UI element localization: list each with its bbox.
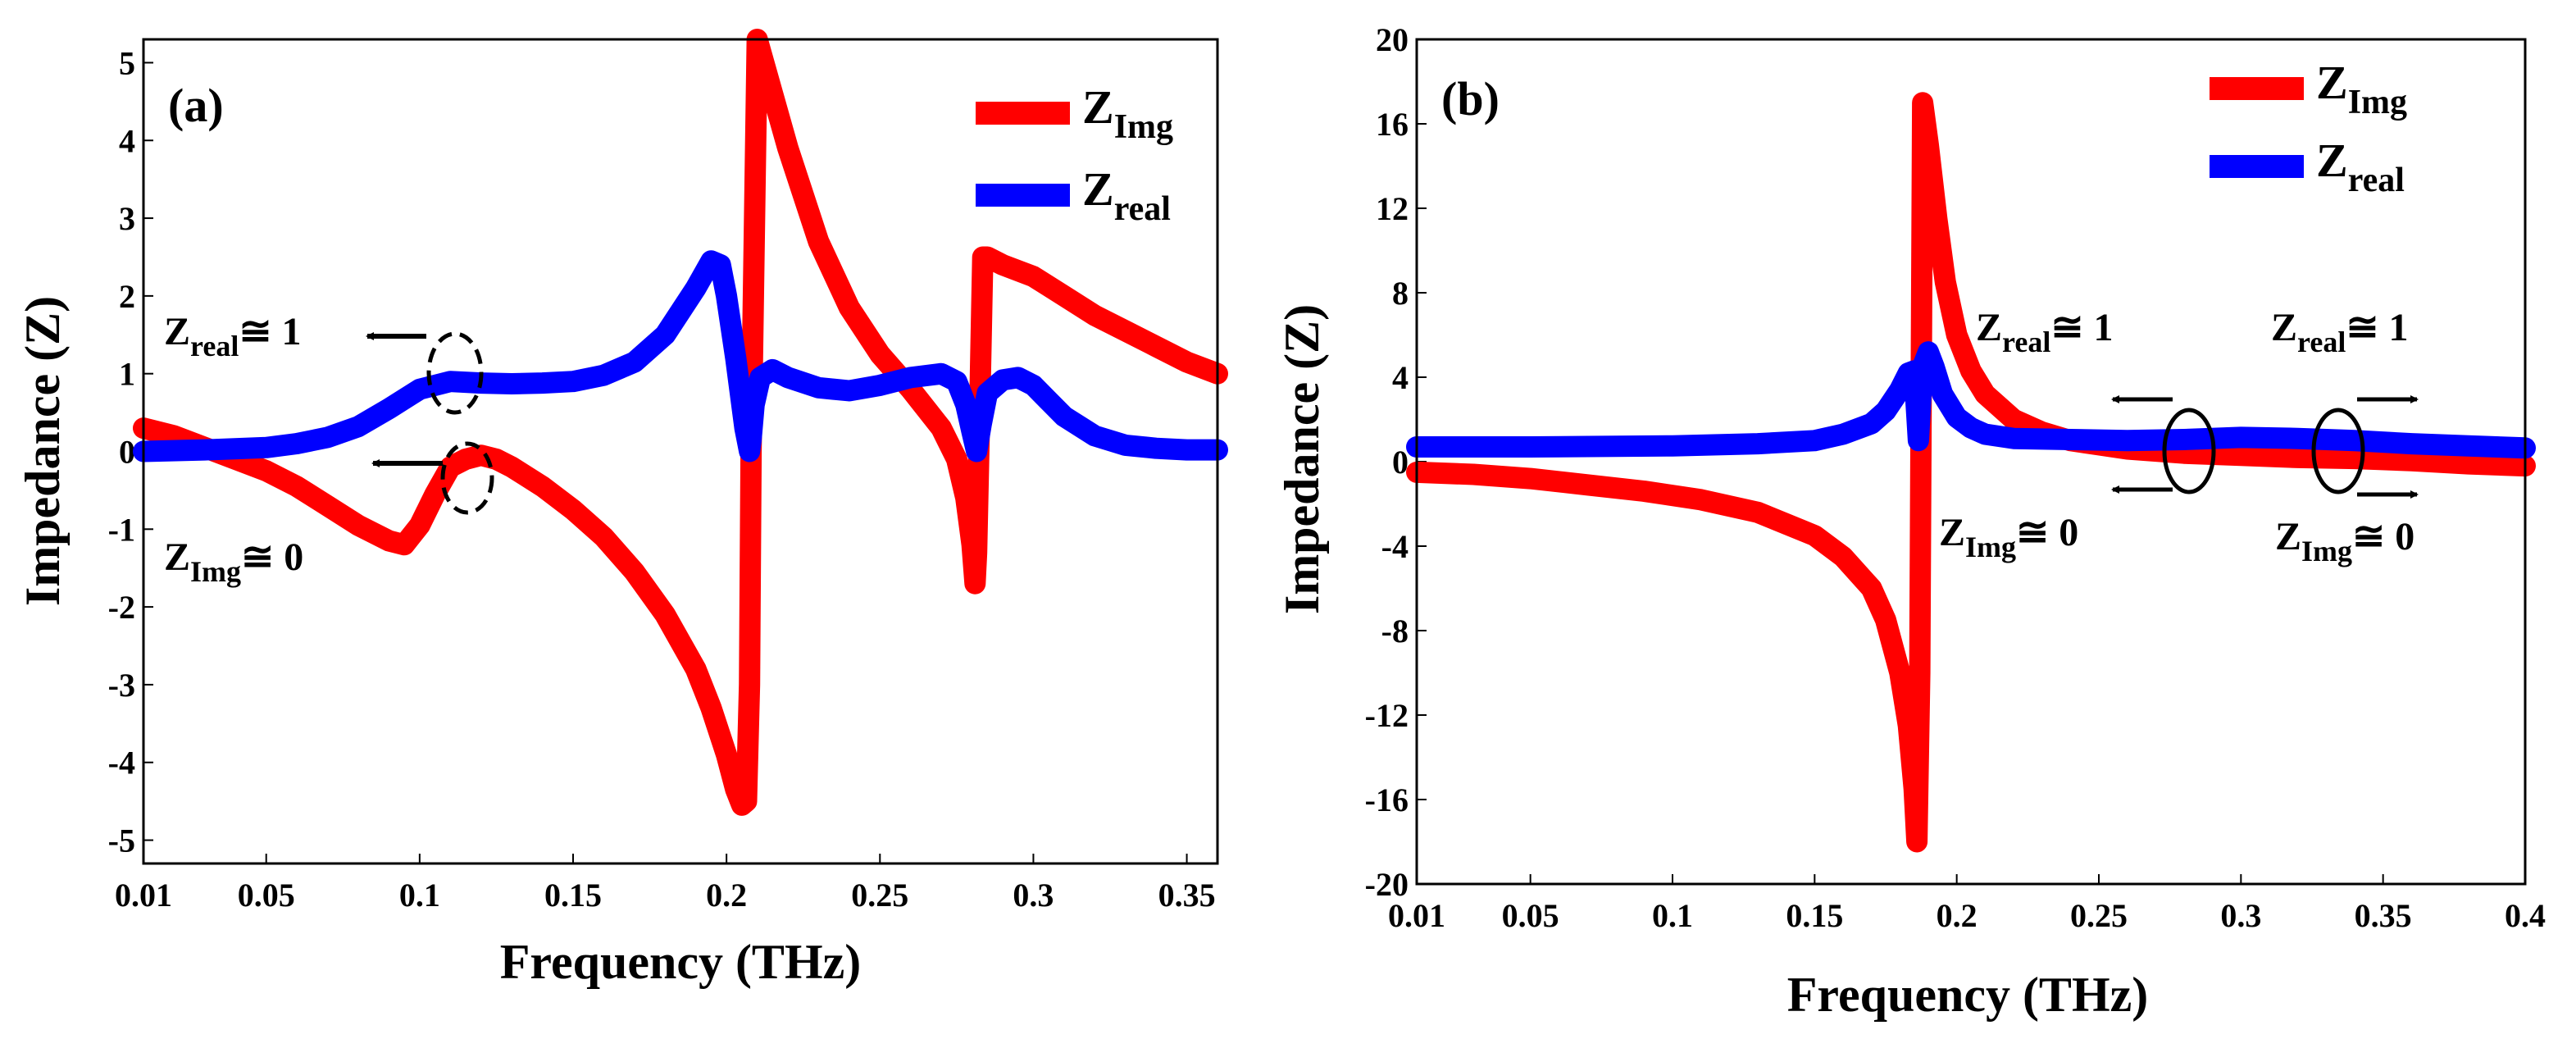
chart-a: 0.01 0.05 0.1 0.15 0.2 0.25 0.3 0.35 5 4 3 2 1 0 -1 -2 -… [16,29,1228,989]
x-tick-label: 0.01 [115,877,172,914]
chart-b-ylabel: Impedance (Z) [1275,304,1329,614]
y-tick-label: -12 [1365,697,1409,734]
chart-b-legend: ZImg Zreal [2210,56,2407,199]
legend-a-zreal-label: Zreal [1082,162,1171,228]
x-tick-label: 0.3 [1013,877,1054,914]
annotation-a-zreal-ellipse [426,331,484,415]
y-tick-label: -3 [108,667,135,704]
chart-b-annotations: Zreal≅ 1 ZImg≅ 0 Zreal≅ 1 ZImg≅ 0 [1939,306,2419,567]
chart-a-ylabel: Impedance (Z) [16,296,70,606]
annotation-a-zimg-ellipse [440,441,494,515]
series-b-z-real-line [1406,341,2536,459]
chart-b-panel-label: (b) [1441,72,1500,125]
y-tick-label: 3 [119,200,135,237]
x-tick-label: 0.4 [2505,897,2546,934]
y-tick-label: -16 [1365,781,1409,818]
chart-a-series [133,29,1228,816]
y-tick-label: 12 [1376,190,1409,227]
annotation-a-zreal: Zreal≅ 1 [164,310,302,362]
y-tick-label: -1 [108,511,135,548]
y-tick-label: -20 [1365,866,1409,903]
y-tick-label: 0 [1392,444,1409,481]
series-b-z-img-line [1406,92,2536,853]
x-tick-label: 0.15 [544,877,602,914]
x-tick-label: 0.1 [1652,897,1693,934]
series-a-z-real-line [133,250,1228,462]
legend-b-zimg-label: ZImg [2316,56,2407,121]
chart-a-ticks: 0.01 0.05 0.1 0.15 0.2 0.25 0.3 0.35 5 4 3 2 1 0 -1 -2 -… [108,44,1216,914]
x-tick-label: 0.35 [2355,897,2412,934]
chart-a-panel-label: (a) [168,79,224,132]
y-tick-label: -2 [108,589,135,626]
y-tick-label: -4 [1381,528,1409,565]
chart-a-annotations: Zreal≅ 1 ZImg≅ 0 [164,310,494,588]
annotation-b-zimg-2: ZImg≅ 0 [2275,515,2414,567]
y-tick-label: 1 [119,356,135,393]
x-tick-label: 0.05 [238,877,295,914]
chart-b-series [1406,92,2536,853]
chart-b-xlabel: Frequency (THz) [1787,968,2148,1022]
x-tick-label: 0.15 [1786,897,1843,934]
y-tick-label: 4 [119,122,135,159]
annotation-b-ellipse-1 [2162,408,2216,494]
annotation-b-zreal-2: Zreal≅ 1 [2271,306,2409,358]
chart-a-frame [142,38,1219,865]
chart-a-legend: ZImg Zreal [976,80,1173,228]
y-tick-label: 8 [1392,275,1409,312]
chart-b-frame [1415,38,2527,886]
x-tick-label: 0.01 [1388,897,1445,934]
y-tick-label: 4 [1392,359,1409,396]
y-tick-label: 16 [1376,106,1409,143]
series-a-z-img-line [133,29,1228,816]
chart-b-ticks: 0.01 0.05 0.1 0.15 0.2 0.25 0.3 0.35 0.4 20 16 12 8 4… [1365,21,2546,934]
x-tick-label: 0.3 [2220,897,2261,934]
legend-b-zreal-label: Zreal [2316,134,2405,199]
y-tick-label: 0 [119,434,135,471]
y-tick-label: -4 [108,745,135,781]
y-tick-label: -5 [108,822,135,859]
x-tick-label: 0.1 [399,877,440,914]
annotation-a-zimg: ZImg≅ 0 [164,535,303,588]
x-tick-label: 0.05 [1502,897,1559,934]
y-tick-label: 5 [119,44,135,81]
y-tick-label: 2 [119,278,135,315]
x-tick-label: 0.25 [2070,897,2128,934]
chart-a-xlabel: Frequency (THz) [500,935,861,989]
annotation-b-zimg-1: ZImg≅ 0 [1939,511,2078,563]
annotation-b-ellipse-2 [2311,408,2365,494]
x-tick-label: 0.2 [706,877,747,914]
chart-b: 0.01 0.05 0.1 0.15 0.2 0.25 0.3 0.35 0.4 20 16 12 8 4… [1275,21,2546,1022]
x-tick-label: 0.2 [1937,897,1978,934]
y-tick-label: 20 [1376,21,1409,58]
x-tick-label: 0.35 [1158,877,1216,914]
annotation-b-zreal-1: Zreal≅ 1 [1976,306,2114,358]
legend-a-zimg-label: ZImg [1082,80,1173,146]
y-tick-label: -8 [1381,613,1409,649]
x-tick-label: 0.25 [851,877,908,914]
